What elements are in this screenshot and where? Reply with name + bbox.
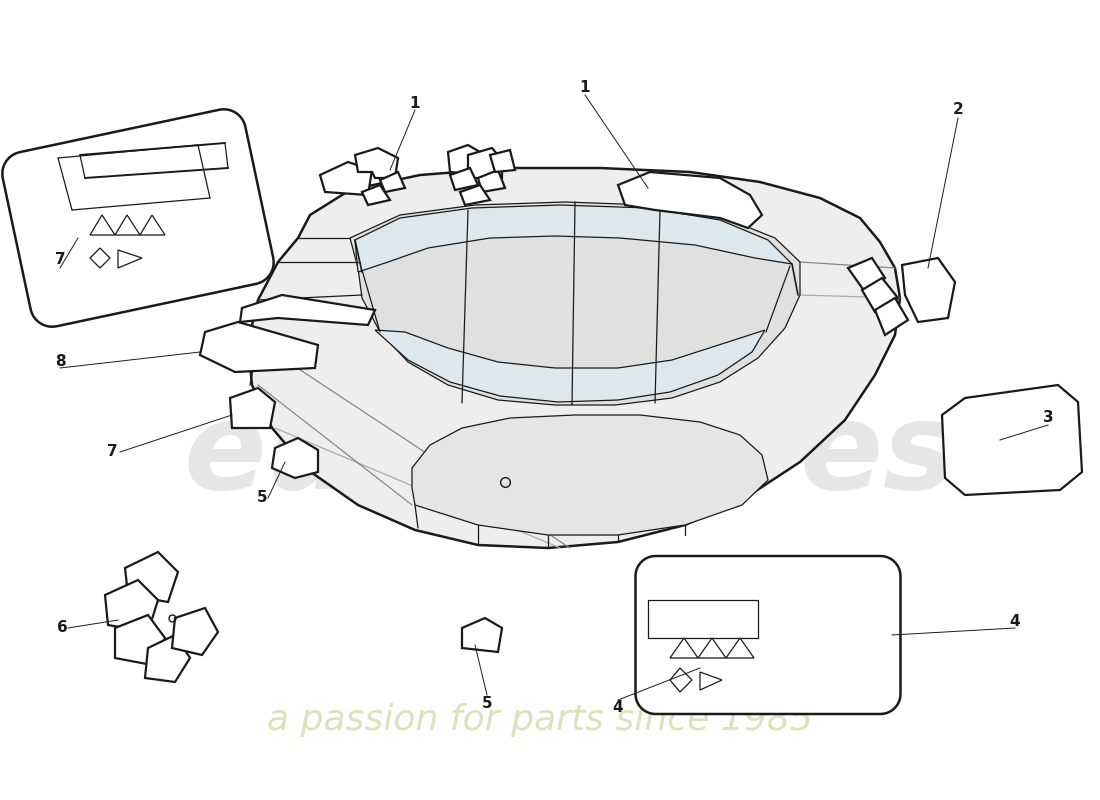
Text: 5: 5 [256,490,267,506]
Text: 5: 5 [482,695,493,710]
Polygon shape [375,330,764,402]
Polygon shape [490,150,515,172]
Polygon shape [670,668,692,692]
Text: 2: 2 [953,102,964,118]
Text: 4: 4 [1010,614,1021,630]
Text: 8: 8 [55,354,65,370]
Polygon shape [90,215,116,235]
Polygon shape [450,168,478,190]
Polygon shape [118,250,142,268]
Polygon shape [618,172,762,228]
Polygon shape [355,148,398,178]
Polygon shape [412,415,768,535]
Polygon shape [942,385,1082,495]
Polygon shape [379,172,405,192]
Polygon shape [240,295,375,325]
Polygon shape [248,168,900,548]
Polygon shape [670,638,698,658]
Polygon shape [230,388,275,428]
Text: a passion for parts since 1985: a passion for parts since 1985 [267,703,813,737]
Polygon shape [462,618,502,652]
Polygon shape [145,635,190,682]
Polygon shape [172,608,218,655]
Text: 6: 6 [56,621,67,635]
Polygon shape [874,298,907,335]
Polygon shape [350,202,800,405]
Text: 7: 7 [107,445,118,459]
Polygon shape [460,185,490,205]
Text: eurospares: eurospares [184,397,956,514]
Text: 3: 3 [1043,410,1054,426]
Polygon shape [362,185,390,205]
Polygon shape [116,215,140,235]
Polygon shape [848,258,886,292]
Polygon shape [355,205,792,272]
Polygon shape [448,145,485,175]
Text: 4: 4 [613,701,624,715]
Polygon shape [468,148,502,178]
Polygon shape [90,248,110,268]
Polygon shape [902,258,955,322]
Text: 1: 1 [409,95,420,110]
Polygon shape [116,615,165,665]
Polygon shape [636,556,901,714]
Polygon shape [140,215,165,235]
Polygon shape [2,110,274,326]
Text: 1: 1 [580,81,591,95]
Polygon shape [104,580,158,632]
Polygon shape [862,278,898,312]
Polygon shape [200,322,318,372]
Polygon shape [272,438,318,478]
Text: 7: 7 [55,253,65,267]
Polygon shape [726,638,754,658]
Polygon shape [320,162,372,195]
Polygon shape [700,672,722,690]
Polygon shape [478,170,505,192]
Polygon shape [698,638,726,658]
Polygon shape [125,552,178,602]
